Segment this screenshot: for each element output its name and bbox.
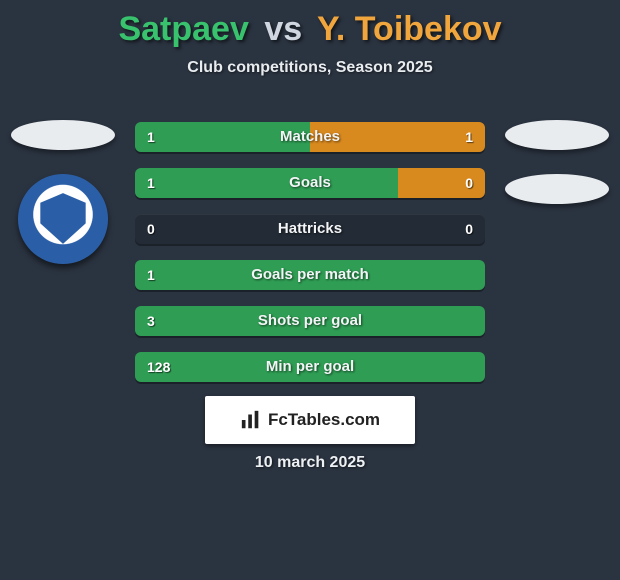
stat-row: 1Goals per match bbox=[135, 260, 485, 290]
value-right: 0 bbox=[465, 168, 473, 198]
title-vs: vs bbox=[264, 10, 302, 48]
player-right-placeholder-icon bbox=[505, 120, 609, 150]
player-left-placeholder-icon bbox=[11, 120, 115, 150]
right-badges bbox=[502, 120, 612, 228]
value-right: 1 bbox=[465, 122, 473, 152]
title-player-left: Satpaev bbox=[118, 10, 248, 48]
stat-row: 128Min per goal bbox=[135, 352, 485, 382]
site-logo-text: FcTables.com bbox=[268, 410, 380, 430]
stat-row: 1Matches1 bbox=[135, 122, 485, 152]
club-crest-icon bbox=[18, 174, 108, 264]
stat-row: 1Goals0 bbox=[135, 168, 485, 198]
left-badges bbox=[8, 120, 118, 264]
title-player-right: Y. Toibekov bbox=[317, 10, 502, 48]
value-right: 0 bbox=[465, 214, 473, 244]
page-title: Satpaev vs Y. Toibekov bbox=[0, 0, 620, 49]
stat-label: Goals bbox=[135, 168, 485, 198]
site-logo: FcTables.com bbox=[205, 396, 415, 444]
bar-chart-icon bbox=[240, 409, 262, 431]
club-right-placeholder-icon bbox=[505, 174, 609, 204]
stat-row: 3Shots per goal bbox=[135, 306, 485, 336]
stat-label: Min per goal bbox=[135, 352, 485, 382]
comparison-rows: 1Matches11Goals00Hattricks01Goals per ma… bbox=[135, 122, 485, 398]
stat-label: Matches bbox=[135, 122, 485, 152]
stat-label: Hattricks bbox=[135, 214, 485, 244]
date-label: 10 march 2025 bbox=[0, 454, 620, 472]
stat-label: Shots per goal bbox=[135, 306, 485, 336]
stat-row: 0Hattricks0 bbox=[135, 214, 485, 244]
stat-label: Goals per match bbox=[135, 260, 485, 290]
subtitle: Club competitions, Season 2025 bbox=[0, 59, 620, 77]
